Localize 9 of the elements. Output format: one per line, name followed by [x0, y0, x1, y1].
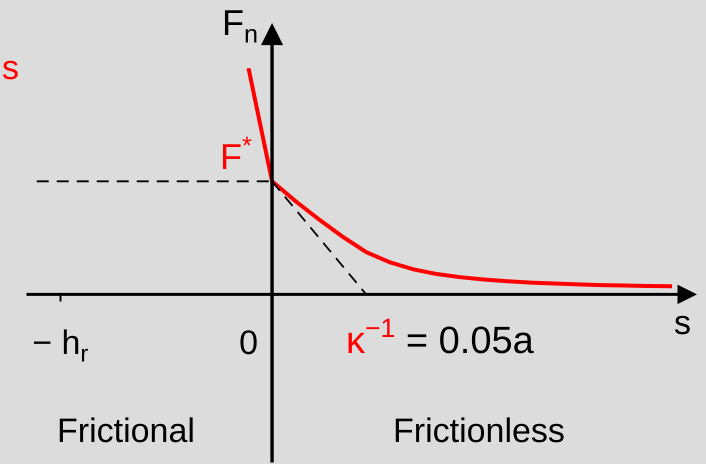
text: Frictional — [57, 412, 195, 450]
x-axis-title: s — [674, 304, 691, 342]
y-axis-title: F$_{n}$ — [222, 2, 258, 49]
text: s — [2, 49, 19, 87]
x-tick-label: 0 — [239, 324, 258, 362]
text: κ$^{−1}$ = 0.05a — [346, 313, 535, 362]
x-tick-label: − h$_{r}$ — [32, 324, 88, 368]
annotation: F$^{*}$ — [220, 132, 252, 178]
text: Frictionless — [393, 412, 565, 450]
